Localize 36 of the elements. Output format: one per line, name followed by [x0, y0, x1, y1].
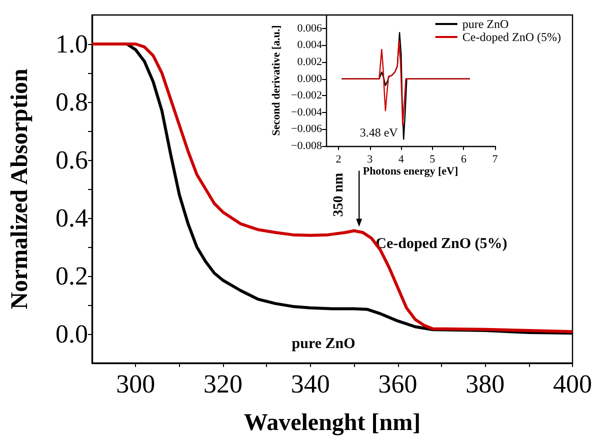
y-tick-label: −0.004: [291, 106, 322, 118]
x-tick-label: 7: [492, 154, 498, 166]
y-tick-label: −0.002: [291, 90, 322, 102]
series-label: pure ZnO: [292, 336, 356, 352]
y-tick-label: 0.2: [56, 262, 88, 290]
y-tick-label: 0.002: [297, 56, 322, 68]
y-tick-label: −0.006: [291, 123, 322, 136]
y-tick-label: 0.004: [297, 39, 322, 52]
x-tick-label: 4: [398, 154, 404, 166]
legend-label: Ce-doped ZnO (5%): [462, 30, 562, 44]
x-tick-label: 320: [204, 370, 243, 398]
annotation: 3.48 eV: [360, 126, 398, 140]
x-tick-label: 2: [336, 154, 342, 166]
y-tick-label: 0.8: [56, 88, 88, 116]
x-tick-label: 340: [290, 370, 330, 398]
y-axis-title: Normalized Absorption: [7, 68, 33, 310]
series-label: Ce-doped ZnO (5%): [376, 236, 508, 252]
x-tick-label: 380: [466, 370, 505, 398]
x-axis-title: Wavelenght [nm]: [244, 410, 421, 436]
annotation: 350 nm: [332, 172, 347, 217]
x-tick-label: 400: [553, 370, 592, 398]
y-tick-label: 0.000: [297, 72, 322, 85]
x-tick-label: 300: [116, 370, 156, 398]
y-tick-label: 0.0: [56, 320, 88, 348]
y-tick-label: −0.008: [291, 140, 322, 152]
y-tick-label: 0.006: [297, 22, 322, 34]
y-tick-label: 0.6: [56, 146, 88, 174]
legend-label: pure ZnO: [462, 17, 510, 31]
y-axis-title: Second derivative [a.u.]: [270, 25, 282, 136]
y-tick-label: 0.4: [56, 204, 88, 232]
x-tick-label: 360: [378, 370, 418, 398]
x-axis-title: Photons energy [eV]: [362, 165, 458, 178]
x-tick-label: 6: [460, 154, 467, 166]
x-tick-label: 3: [367, 154, 374, 166]
y-tick-label: 1.0: [56, 30, 88, 58]
x-tick-label: 5: [430, 154, 436, 166]
